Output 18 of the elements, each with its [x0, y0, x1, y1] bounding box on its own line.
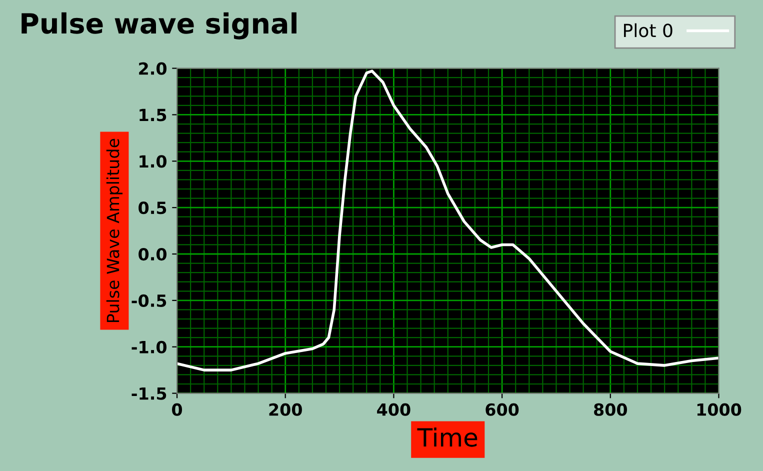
y-tick-label: 1.0 [140, 155, 166, 168]
y-tick-label: -0.5 [132, 294, 166, 307]
x-tick-label: 200 [269, 403, 302, 416]
x-tick-label: 400 [377, 403, 410, 416]
x-axis-title: Time [417, 427, 478, 447]
chart-title: Pulse wave signal [22, 12, 296, 40]
x-tick-label: 800 [594, 403, 627, 416]
y-tick-label: -1.0 [132, 340, 166, 354]
y-tick-label: -1.5 [132, 387, 166, 400]
y-tick-label: 2.0 [139, 62, 166, 75]
y-tick-label: 0.0 [138, 248, 166, 261]
y-tick-label: 1.5 [140, 108, 166, 122]
legend-label: Plot 0 [624, 23, 672, 38]
y-axis-title: Pulse Wave Amplitude [106, 138, 123, 322]
y-tick-label: 0.5 [138, 202, 166, 214]
x-tick-label: 600 [486, 403, 519, 416]
x-tick-label: 0 [172, 403, 182, 416]
x-tick-label: 1000 [697, 403, 742, 416]
